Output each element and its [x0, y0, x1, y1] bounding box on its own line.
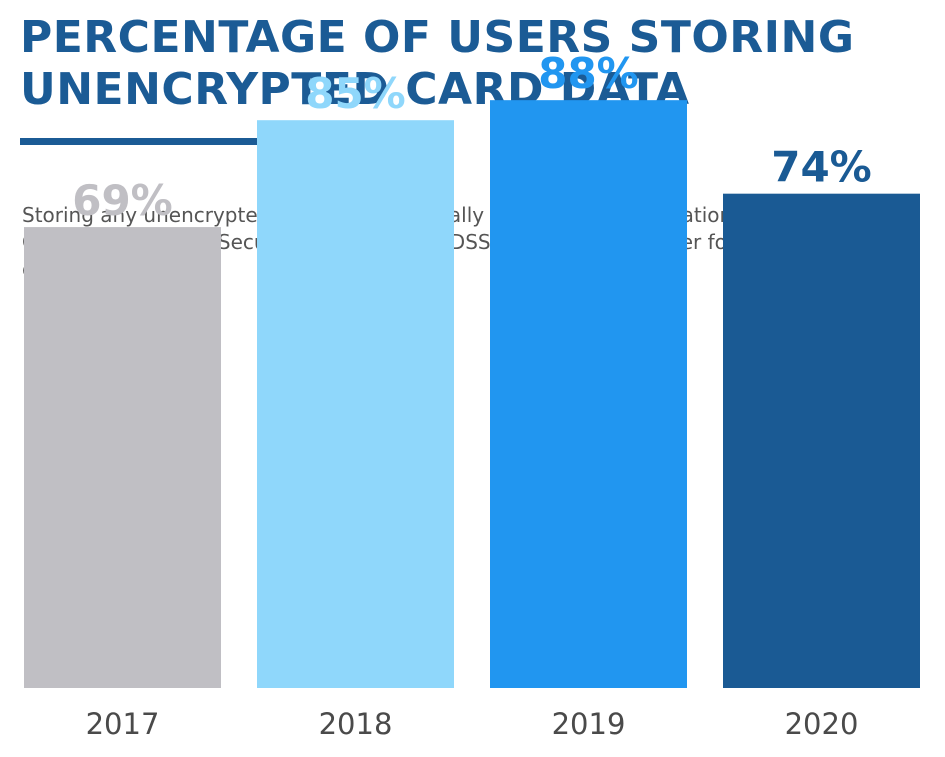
bar-2017	[24, 227, 221, 688]
chart-title: PERCENTAGE OF USERS STORING UNENCRYPTED …	[20, 12, 920, 116]
chart-title-line-1: PERCENTAGE OF USERS STORING	[20, 12, 855, 63]
category-label-2019: 2019	[552, 707, 626, 741]
title-underline	[20, 138, 404, 145]
bar-2019	[490, 100, 687, 688]
value-label-2017: 69%	[72, 176, 173, 225]
value-label-2020: 74%	[771, 143, 872, 192]
bar-2020	[723, 193, 920, 688]
category-label-2018: 2018	[319, 707, 393, 741]
bar-2018	[257, 120, 454, 688]
category-label-2017: 2017	[86, 707, 160, 741]
category-label-2020: 2020	[785, 707, 859, 741]
value-label-2019: 88%	[538, 49, 639, 98]
value-label-2018: 85%	[305, 69, 406, 118]
